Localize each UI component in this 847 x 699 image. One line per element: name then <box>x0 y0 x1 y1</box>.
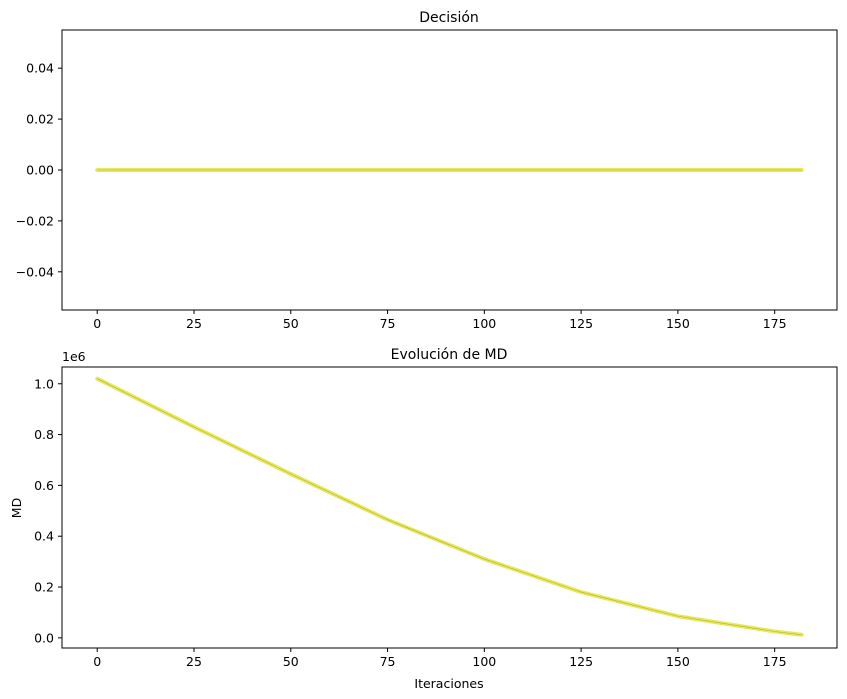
x-tick-label: 100 <box>472 316 496 331</box>
y-tick-label: 0.00 <box>26 163 54 178</box>
x-tick-label: 125 <box>569 654 593 669</box>
chart-title: Decisión <box>419 10 479 26</box>
subplot-md: Evolución de MD 1e6 0 25 50 75 100 125 150 175 … <box>9 347 838 691</box>
x-axis: 0 25 50 75 100 125 150 175 <box>93 310 787 331</box>
x-tick-label: 75 <box>380 654 396 669</box>
x-tick-label: 150 <box>666 316 690 331</box>
x-tick-label: 50 <box>283 316 299 331</box>
x-tick-label: 25 <box>186 316 202 331</box>
x-tick-label: 100 <box>472 654 496 669</box>
y-tick-label: 0.02 <box>26 112 54 127</box>
x-axis-title: Iteraciones <box>414 676 483 691</box>
x-tick-label: 50 <box>283 654 299 669</box>
y-axis-title: MD <box>9 498 24 518</box>
axes-frame <box>61 366 838 649</box>
x-tick-label: 150 <box>666 654 690 669</box>
series-line <box>95 376 804 637</box>
x-tick-label: 0 <box>93 316 101 331</box>
subplot-decision: Decisión 0 25 50 75 100 125 150 175 −0.04 −0.02 0… <box>16 10 838 331</box>
y-tick-label: 0.8 <box>34 427 54 442</box>
y-axis: −0.04 −0.02 0.00 0.02 0.04 <box>16 61 62 279</box>
y-tick-label: 1.0 <box>34 376 54 391</box>
x-tick-label: 175 <box>763 654 787 669</box>
x-tick-label: 75 <box>380 316 396 331</box>
y-tick-label: 0.6 <box>34 478 54 493</box>
y-tick-label: 0.4 <box>34 529 54 544</box>
y-tick-label: 0.04 <box>26 61 54 76</box>
y-tick-label: −0.02 <box>16 213 54 228</box>
y-axis: 0.0 0.2 0.4 0.6 0.8 1.0 <box>34 376 62 645</box>
x-axis: 0 25 50 75 100 125 150 175 <box>93 648 787 669</box>
x-tick-label: 125 <box>569 316 593 331</box>
y-tick-label: 0.2 <box>34 580 54 595</box>
series-line-core <box>97 378 802 636</box>
y-tick-label: 0.0 <box>34 630 54 645</box>
y-tick-label: −0.04 <box>16 264 54 279</box>
x-tick-label: 25 <box>186 654 202 669</box>
plot-area <box>95 376 804 637</box>
x-tick-label: 175 <box>763 316 787 331</box>
y-offset-label: 1e6 <box>62 349 86 364</box>
chart-title: Evolución de MD <box>391 347 508 363</box>
x-tick-label: 0 <box>93 654 101 669</box>
